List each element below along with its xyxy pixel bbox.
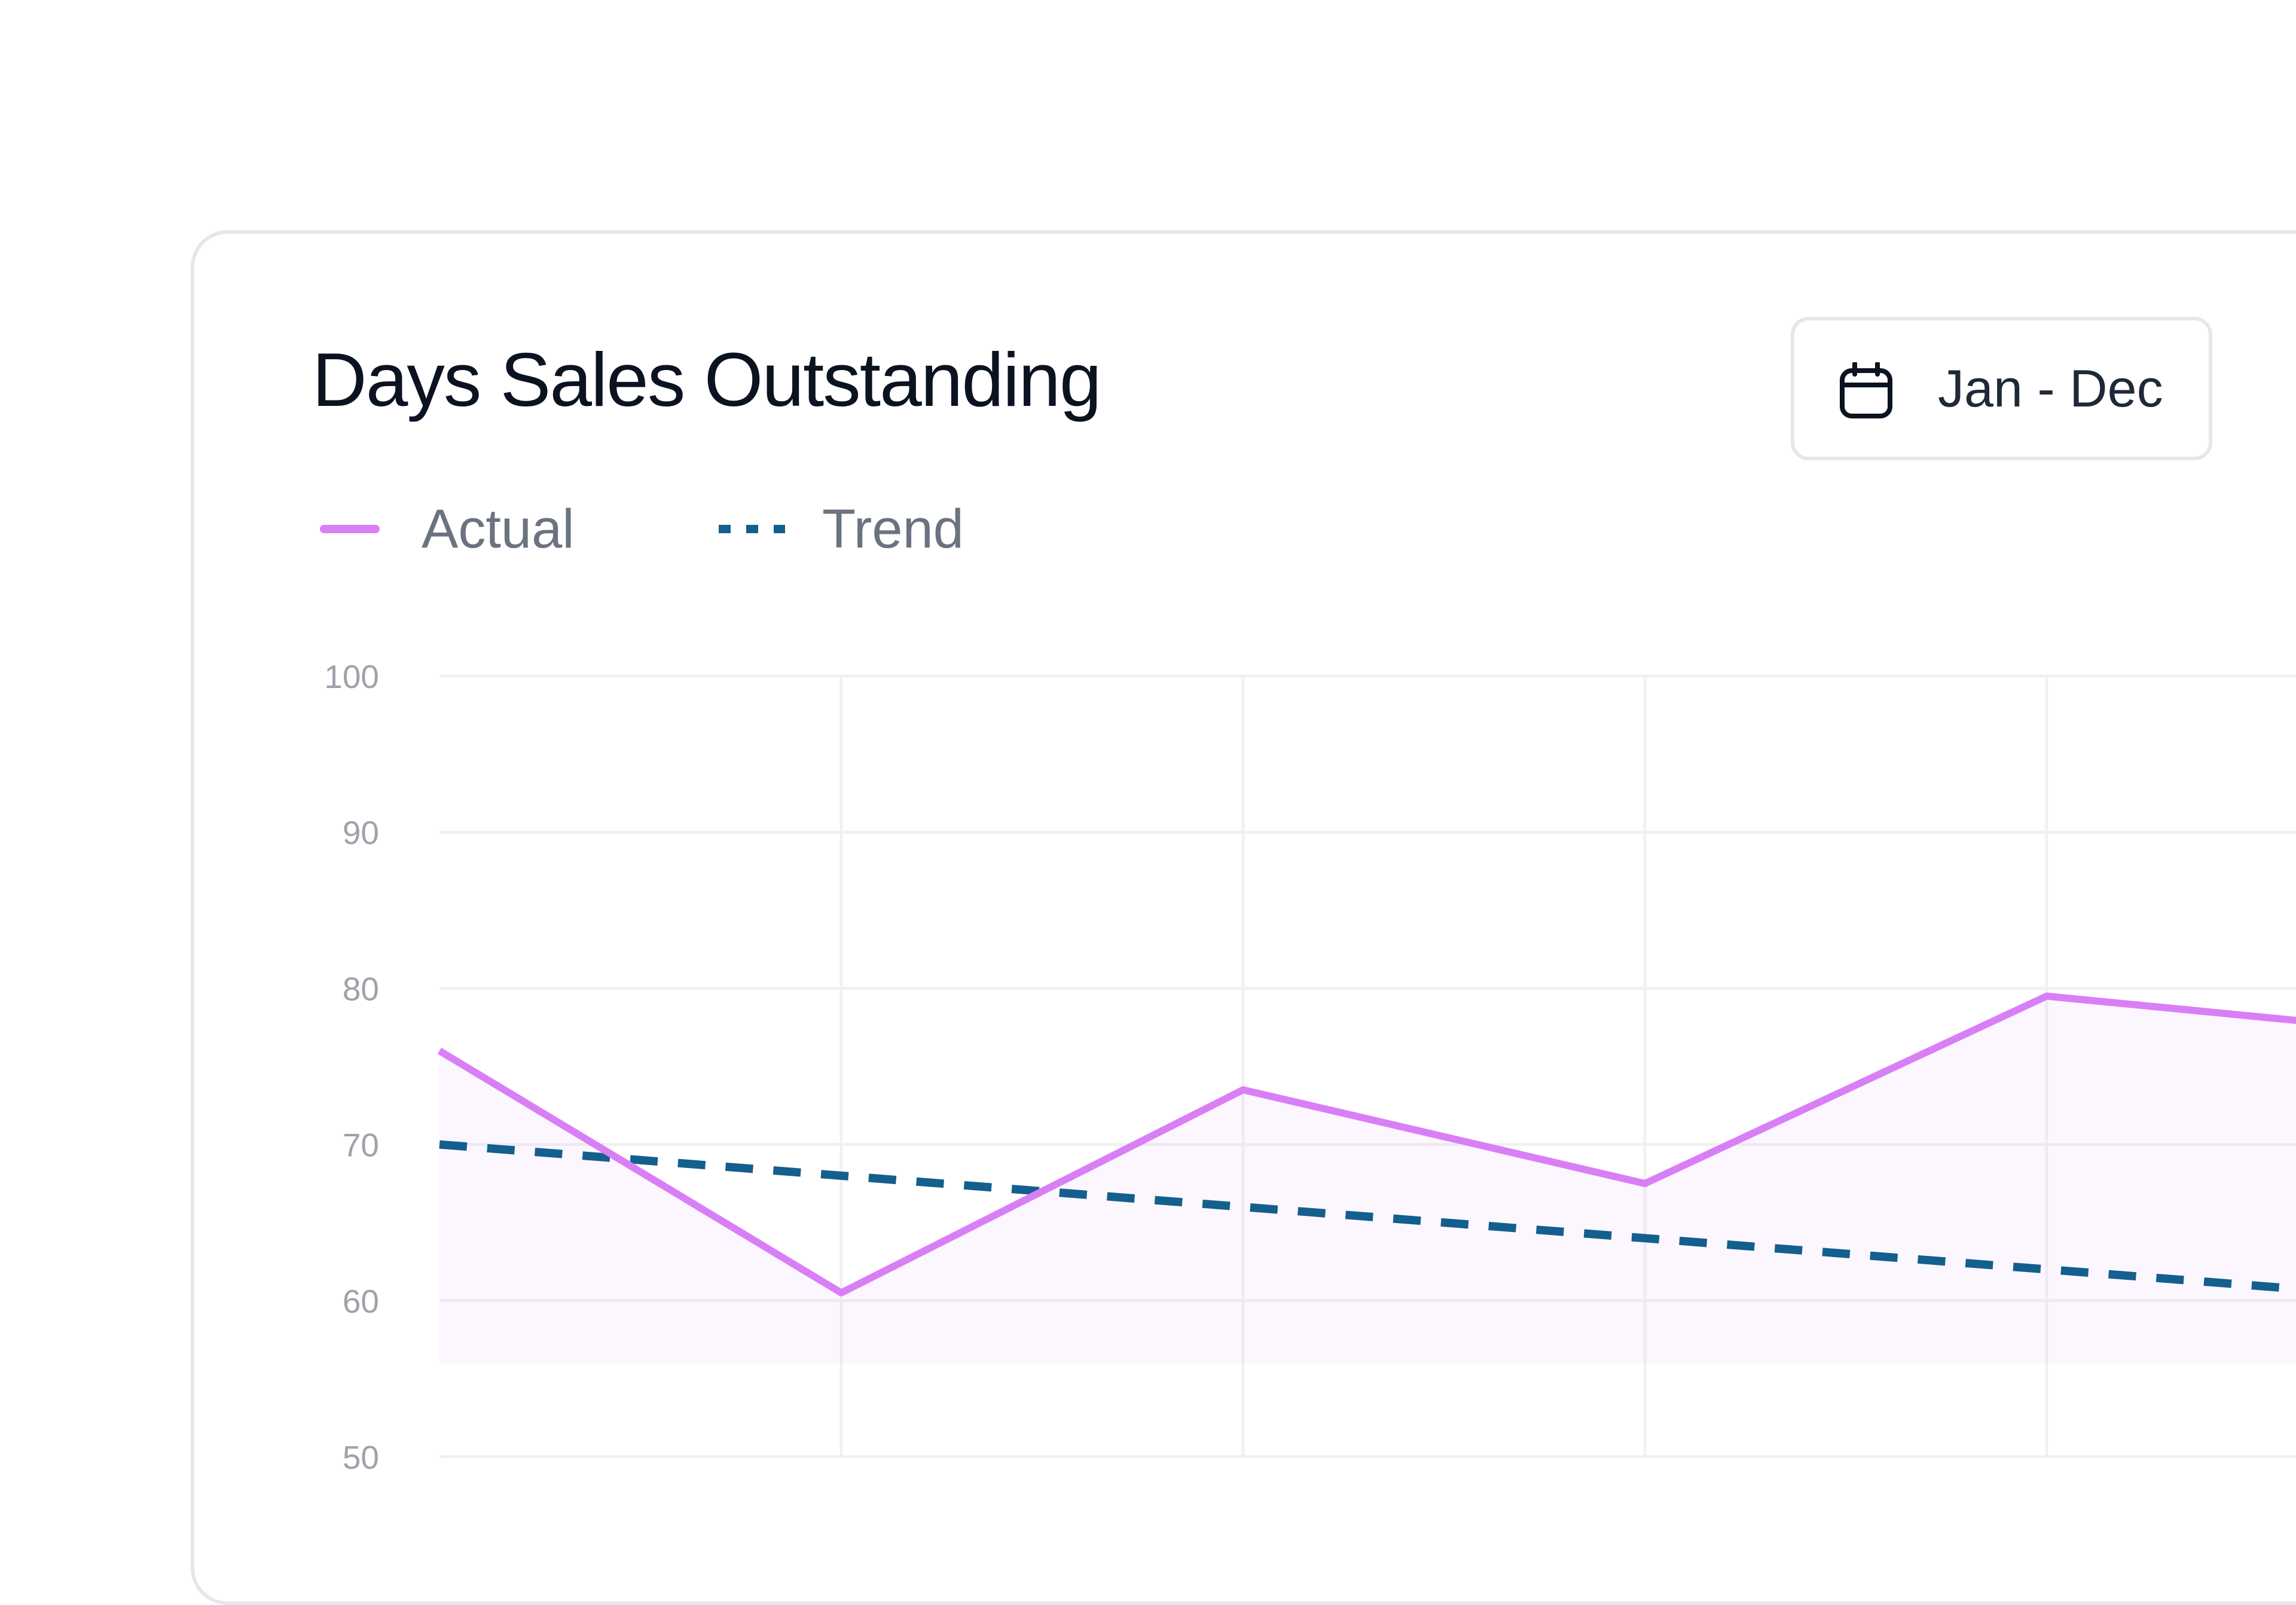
legend-swatch-trend: [719, 525, 785, 533]
legend-label-actual: Actual: [422, 498, 575, 560]
trend-line: [439, 1140, 2296, 1293]
y-tick-label: 80: [343, 970, 379, 1007]
legend-item-actual: Actual: [320, 496, 575, 562]
chart-series: [437, 992, 2296, 1297]
chart-grid: [439, 674, 2296, 1459]
y-tick-label: 50: [343, 1439, 379, 1476]
y-tick-label: 100: [324, 658, 379, 695]
actual-area: [439, 996, 2296, 1364]
y-axis: 100 90 80 70 60 50: [324, 658, 379, 1476]
legend-item-trend: Trend: [718, 496, 964, 562]
actual-line: [437, 992, 2296, 1297]
date-range-label: Jan - Dec: [1938, 359, 2163, 418]
y-tick-label: 90: [343, 814, 379, 851]
legend-label-trend: Trend: [822, 498, 964, 560]
y-tick-label: 70: [343, 1127, 379, 1164]
date-range-button[interactable]: Jan - Dec: [1791, 317, 2212, 460]
chart-title: Days Sales Outstanding: [312, 337, 1101, 422]
calendar-icon: [1840, 362, 1892, 418]
y-tick-label: 60: [343, 1283, 379, 1320]
legend-swatch-actual: [320, 525, 380, 533]
line-chart: 100 90 80 70 60 50: [324, 658, 2296, 1476]
actual-area-fill: [439, 996, 2296, 1364]
